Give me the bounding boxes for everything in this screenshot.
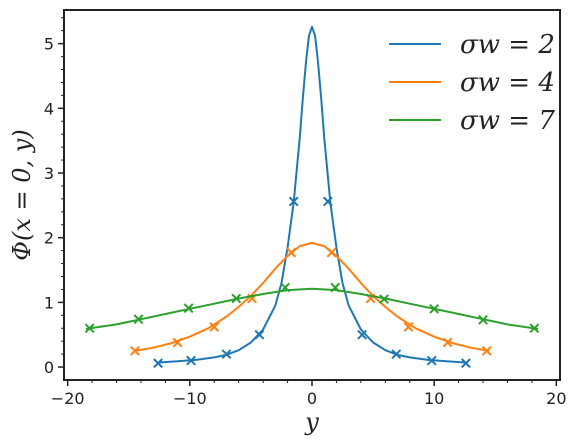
series-1-marker: [461, 358, 471, 369]
series-3-marker: [529, 323, 540, 334]
y-tick-label: 2: [44, 229, 54, 248]
series-layer: [84, 25, 540, 369]
plot-frame: [63, 9, 561, 381]
y-tick-label: 5: [44, 35, 54, 54]
y-tick-label: 1: [44, 293, 54, 312]
series-3-marker: [429, 303, 440, 314]
series-3-marker: [183, 303, 194, 314]
legend-label-3: σw = 7: [460, 106, 555, 136]
series-2-marker: [442, 337, 453, 348]
series-3-marker: [280, 282, 291, 293]
series-1-marker: [391, 349, 402, 360]
x-tick-label: 10: [424, 389, 444, 408]
series-2-marker: [172, 337, 183, 348]
series-2-marker: [481, 345, 492, 356]
x-tick-label: −20: [51, 389, 85, 408]
x-tick-label: −10: [173, 389, 207, 408]
x-tick-label: 20: [546, 389, 566, 408]
series-3-marker: [330, 282, 341, 293]
y-tick-label: 3: [44, 164, 54, 183]
series-1-marker: [186, 355, 196, 366]
legend-label-1: σw = 2: [460, 30, 555, 60]
series-3-marker: [84, 323, 95, 334]
series-1-marker: [357, 329, 367, 340]
series-1-marker: [322, 196, 333, 207]
series-3-marker: [231, 293, 242, 304]
series-2-marker: [286, 247, 297, 258]
series-1-marker: [288, 196, 299, 207]
series-3-marker: [133, 314, 144, 325]
ticks-layer: −20 −10 0 10 20 0 1 2 3 4 5: [44, 17, 567, 408]
series-1-marker: [221, 349, 232, 360]
y-tick-label: 0: [44, 358, 54, 377]
series-2-marker: [403, 322, 414, 332]
series-3-marker: [478, 314, 488, 325]
series-1-marker: [153, 358, 163, 369]
y-tick-label: 4: [44, 99, 54, 118]
series-line-2: [134, 241, 490, 352]
series-1-marker: [426, 355, 437, 366]
series-2-marker: [326, 247, 337, 258]
x-tick-label: 0: [307, 389, 317, 408]
series-3-marker: [379, 294, 389, 305]
legend: σw = 2 σw = 4 σw = 7: [389, 30, 555, 136]
legend-label-2: σw = 4: [460, 68, 555, 98]
x-axis-label: y: [304, 408, 319, 436]
series-1-marker: [254, 329, 265, 340]
y-axis-label: Φ(x = 0, y): [8, 129, 36, 260]
series-2-marker: [209, 322, 220, 332]
series-2-marker: [129, 345, 140, 356]
series-line-1: [159, 25, 465, 364]
series-line-3: [85, 287, 539, 330]
